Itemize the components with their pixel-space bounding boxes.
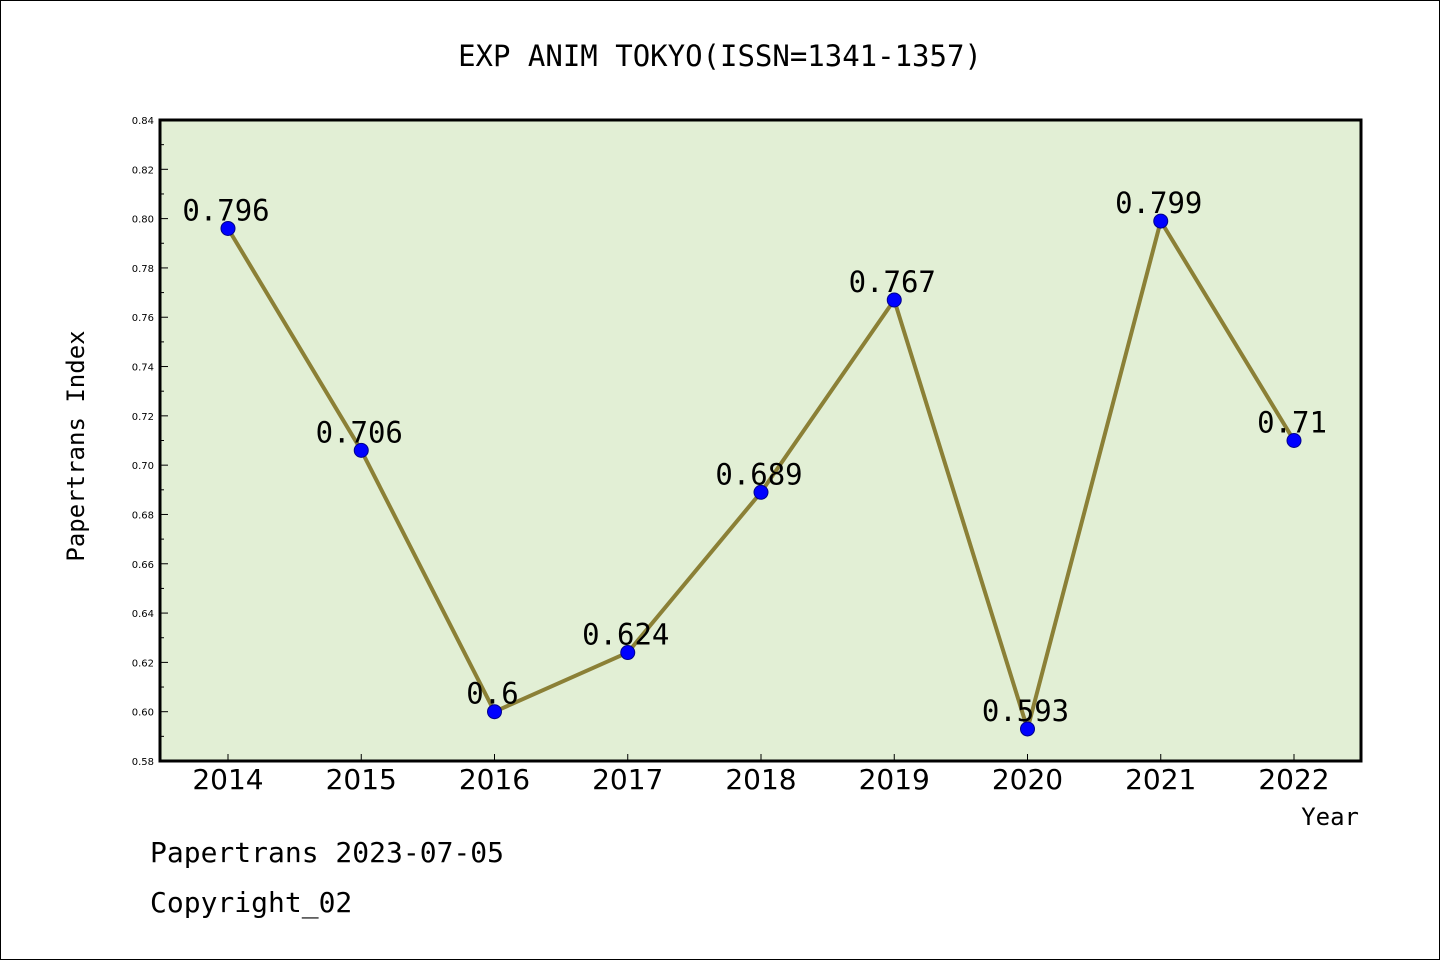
data-point — [220, 220, 236, 236]
x-tick-label: 2020 — [992, 763, 1063, 796]
x-tick-label: 2014 — [192, 763, 263, 796]
y-tick-label: 0.80 — [132, 215, 154, 226]
data-label: 0.796 — [182, 193, 269, 227]
y-axis-ticks: 0.58 0.60 0.62 0.64 0.66 0.68 0.70 0.72 0.74 0.76… — [132, 116, 1330, 796]
data-point — [1020, 721, 1035, 737]
y-tick-label: 0.58 — [132, 757, 154, 768]
y-tick-label: 0.78 — [132, 264, 154, 275]
series-layer — [220, 213, 1302, 737]
data-label: 0.767 — [849, 265, 936, 299]
footer-copyright: Copyright_02 — [150, 886, 353, 919]
data-label: 0.689 — [715, 457, 802, 491]
x-axis-label: Year — [1301, 803, 1359, 831]
x-tick-label: 2021 — [1125, 763, 1196, 796]
x-tick-label: 2019 — [859, 763, 930, 796]
data-point — [1153, 213, 1169, 229]
y-tick-label: 0.68 — [132, 510, 154, 521]
data-label: 0.593 — [982, 694, 1069, 728]
data-point — [487, 704, 502, 720]
x-tick-label: 2017 — [592, 763, 663, 796]
labels-layer: 0.796 0.706 0.6 0.624 0.689 0.767 0.593 0.799 0.… — [182, 186, 1327, 728]
data-point — [753, 484, 769, 500]
x-tick-label: 2022 — [1258, 763, 1329, 796]
data-label: 0.6 — [466, 677, 518, 711]
x-tick-label: 2018 — [725, 763, 796, 796]
footer-date: Papertrans 2023-07-05 — [150, 836, 505, 869]
chart-title: EXP ANIM TOKYO(ISSN=1341-1357) — [458, 39, 982, 73]
y-tick-label: 0.62 — [132, 658, 154, 669]
data-label: 0.799 — [1115, 186, 1202, 220]
y-tick-label: 0.76 — [132, 313, 154, 324]
y-tick-label: 0.74 — [132, 363, 154, 374]
y-tick-label: 0.70 — [132, 461, 154, 472]
y-tick-label: 0.82 — [132, 165, 154, 176]
data-point — [1286, 433, 1302, 448]
data-label: 0.706 — [316, 415, 403, 449]
data-point — [886, 292, 902, 308]
y-tick-label: 0.64 — [132, 609, 154, 620]
y-tick-label: 0.72 — [132, 412, 154, 423]
y-tick-label: 0.60 — [132, 708, 154, 719]
x-tick-label: 2015 — [326, 763, 397, 796]
data-point — [353, 442, 369, 458]
data-label: 0.624 — [582, 618, 669, 652]
data-label: 0.71 — [1257, 406, 1327, 440]
y-tick-label: 0.84 — [132, 116, 154, 127]
y-tick-label: 0.66 — [132, 560, 154, 571]
y-axis-label: Papertrans Index — [62, 330, 90, 561]
x-tick-label: 2016 — [459, 763, 530, 796]
data-point — [620, 645, 636, 661]
